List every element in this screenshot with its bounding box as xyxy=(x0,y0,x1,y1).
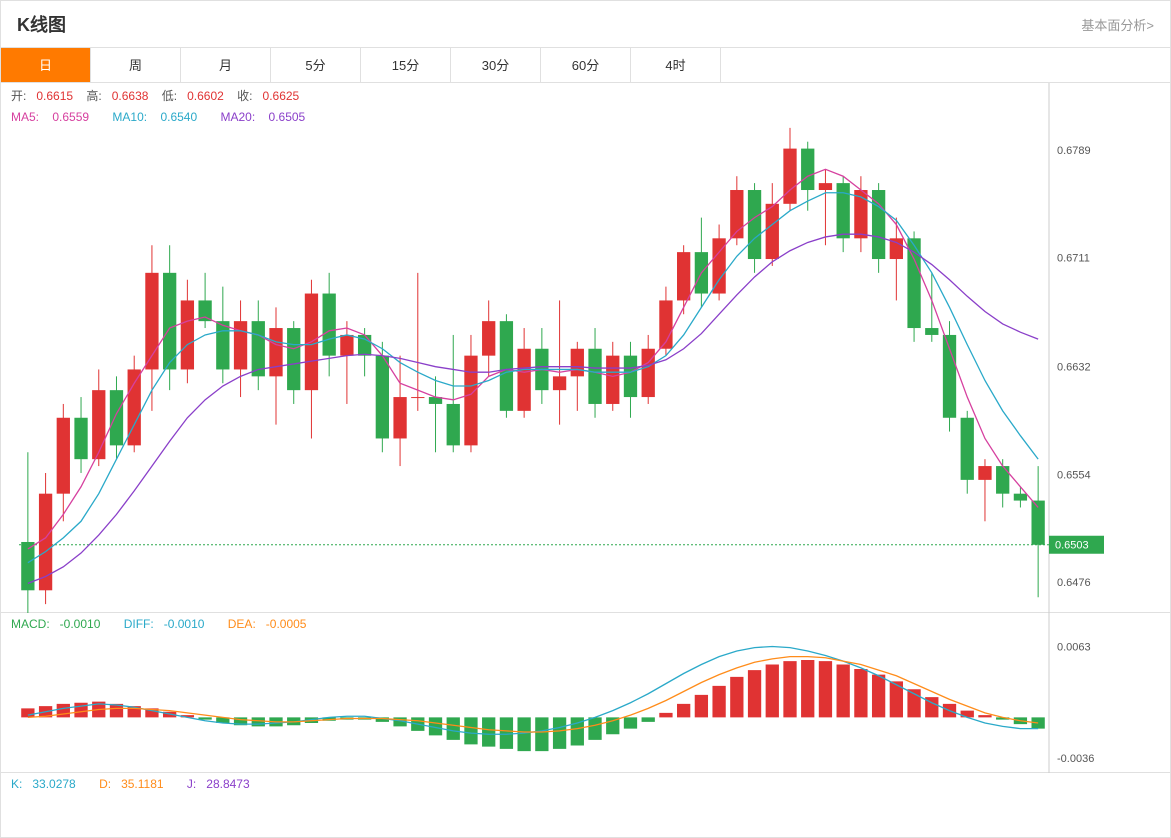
macd-chart[interactable]: MACD:-0.0010 DIFF:-0.0010 DEA:-0.0005 -0… xyxy=(1,613,1170,773)
timeframe-tab-2[interactable]: 月 xyxy=(181,48,271,82)
timeframe-tab-7[interactable]: 4时 xyxy=(631,48,721,82)
timeframe-tab-6[interactable]: 60分 xyxy=(541,48,631,82)
svg-text:-0.0036: -0.0036 xyxy=(1057,753,1094,765)
svg-text:0.6503: 0.6503 xyxy=(1055,540,1089,552)
svg-text:0.6476: 0.6476 xyxy=(1057,577,1091,589)
candlestick-chart[interactable]: 开:0.6615 高:0.6638 低:0.6602 收:0.6625 MA5:… xyxy=(1,83,1170,613)
page-title: K线图 xyxy=(17,11,66,37)
timeframe-tabs: 日周月5分15分30分60分4时 xyxy=(1,47,1170,83)
kdj-readout: K:33.0278 D:35.1181 J:28.8473 xyxy=(1,773,1170,801)
svg-text:0.6789: 0.6789 xyxy=(1057,145,1091,157)
svg-text:0.0063: 0.0063 xyxy=(1057,642,1091,654)
svg-text:0.6554: 0.6554 xyxy=(1057,469,1091,481)
svg-text:0.6632: 0.6632 xyxy=(1057,362,1091,374)
timeframe-tab-4[interactable]: 15分 xyxy=(361,48,451,82)
timeframe-tab-3[interactable]: 5分 xyxy=(271,48,361,82)
timeframe-tab-0[interactable]: 日 xyxy=(1,48,91,82)
timeframe-tab-1[interactable]: 周 xyxy=(91,48,181,82)
timeframe-tab-5[interactable]: 30分 xyxy=(451,48,541,82)
analysis-link[interactable]: 基本面分析> xyxy=(1081,15,1154,34)
svg-text:0.6711: 0.6711 xyxy=(1057,253,1090,265)
